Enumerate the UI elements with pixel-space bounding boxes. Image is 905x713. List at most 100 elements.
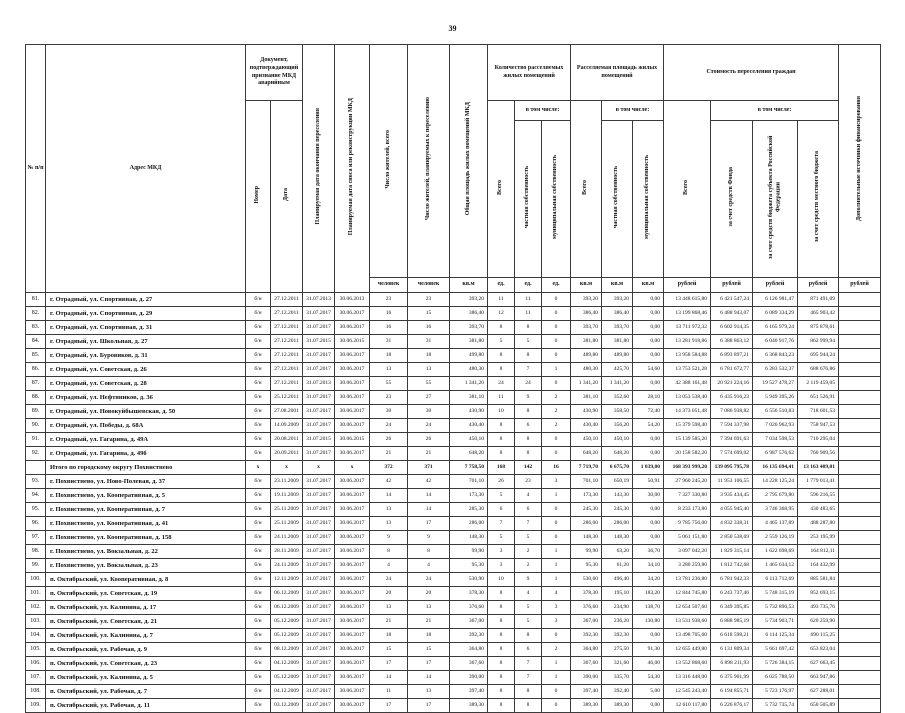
cell-end-date: 31.07.2013: [302, 291, 336, 307]
cell-residents: 13: [369, 361, 409, 377]
cell-demolition-date: 30.06.2017: [334, 655, 371, 671]
cell-doc-number: б/н: [245, 543, 271, 559]
cell-extra: [838, 459, 882, 475]
cell-units-total: 7: [487, 515, 516, 531]
cell-units-total: 8: [487, 613, 516, 629]
cell-units-municipal: 2: [541, 389, 572, 405]
cell-cost-fund: 6 781 942,33: [710, 571, 754, 587]
cell-cost-local: 465 903,42: [797, 305, 840, 321]
cell-area-private: 61,20: [601, 557, 634, 573]
header-total-area: Общая площадь жилых помещений МКД: [449, 44, 489, 278]
cell-area-private: 234,90: [601, 599, 634, 615]
header-units-group: Количество расселяемых жилых помещений: [487, 44, 572, 101]
cell-units-municipal: 1: [541, 487, 572, 503]
cell-num: 85.: [25, 347, 46, 363]
cell-total-area: 480,30: [449, 361, 489, 377]
cell-units-private: 5: [514, 599, 543, 615]
cell-area-municipal: 72,40: [632, 403, 665, 419]
cell-demolition-date: х: [334, 459, 371, 475]
cell-units-total: 8: [487, 319, 516, 335]
cell-extra: [838, 599, 882, 615]
cell-units-total: 8: [487, 417, 516, 433]
header-area-private-label: частная собственность: [613, 165, 620, 229]
cell-total-area: 393,20: [449, 291, 489, 307]
header-num: № п/п: [25, 44, 46, 293]
header-cost-total-label: Всего: [683, 179, 690, 195]
cell-doc-number: б/н: [245, 473, 271, 489]
cell-address: г. Похвистнево, ул. Кооперативная, д. 41: [45, 515, 246, 531]
cell-units-private: 6: [514, 641, 543, 657]
cell-area-total: 367,60: [570, 655, 603, 671]
cell-cost-fund: 3 935 434,45: [710, 487, 754, 503]
cell-residents: 30: [369, 403, 409, 419]
cell-cost-local: 871 491,09: [797, 291, 840, 307]
cell-demolition-date: 30.06.2017: [334, 361, 371, 377]
cell-num: 81.: [25, 291, 46, 307]
cell-units-municipal: 1: [541, 571, 572, 587]
cell-units-private: 24: [514, 375, 543, 391]
cell-area-municipal: 91,30: [632, 641, 665, 657]
cell-area-private: 148,30: [601, 529, 634, 545]
cell-num: 88.: [25, 389, 46, 405]
header-cost-total: Всего: [663, 100, 712, 278]
cell-units-total: 8: [487, 431, 516, 447]
cell-address: п. Октябрьский, ул. Рабочая, д. 9: [45, 641, 246, 657]
cell-demolition-date: 30.06.2017: [334, 641, 371, 657]
header-cost-local: за счет средств местного бюджета: [797, 120, 840, 278]
cell-address: г. Похвистнево, ул. Ново-Полевая, д. 37: [45, 473, 246, 489]
cell-cost-total: 27 960 245,20: [663, 473, 712, 489]
header-area-municipal: муниципальная собственность: [632, 120, 665, 278]
cell-residents: 13: [369, 501, 409, 517]
cell-extra: [838, 361, 882, 377]
cell-num: 91.: [25, 431, 46, 447]
cell-cost-region: 6 114 125,34: [752, 627, 799, 643]
cell-total-area: 285,30: [449, 501, 489, 517]
cell-extra: [838, 557, 882, 573]
cell-cost-region: 6 025 788,50: [752, 669, 799, 685]
cell-area-private: 392,40: [601, 683, 634, 699]
unit-person: человек: [407, 276, 451, 293]
cell-address: г. Похвистнево, ул. Кооперативная, д. 5: [45, 487, 246, 503]
cell-units-municipal: 2: [541, 403, 572, 419]
cell-end-date: 31.07.2017: [302, 403, 336, 419]
cell-residents: 23: [369, 291, 409, 307]
cell-cost-local: 862 999,94: [797, 333, 840, 349]
cell-cost-local: 852 693,15: [797, 585, 840, 601]
cell-area-municipal: 54,30: [632, 669, 665, 685]
cell-area-municipal: 0,00: [632, 333, 665, 349]
cell-residents: 42: [369, 473, 409, 489]
cell-doc-date: 27.08.2001: [269, 403, 304, 419]
cell-cost-region: 2 559 126,19: [752, 529, 799, 545]
header-area-including: в том числе:: [601, 100, 665, 121]
cell-units-total: 8: [487, 361, 516, 377]
cell-cost-total: 13 316 448,00: [663, 669, 712, 685]
cell-cost-region: 5 732 735,74: [752, 697, 799, 713]
cell-area-total: 381,10: [570, 389, 603, 405]
header-cost-local-label: за счет средств местного бюджета: [814, 151, 821, 243]
cell-cost-region: 5 726 384,15: [752, 655, 799, 671]
cell-cost-total: 42 388 161,48: [663, 375, 712, 391]
cell-area-private: 489,80: [601, 347, 634, 363]
cell-residents-resettle: 31: [407, 333, 451, 349]
cell-area-private: 650,19: [601, 473, 634, 489]
cell-units-private: 2: [514, 557, 543, 573]
cell-units-private: 23: [514, 473, 543, 489]
cell-units-total: 3: [487, 557, 516, 573]
cell-demolition-date: 30.06.2017: [334, 305, 371, 321]
cell-demolition-date: 30.06.2017: [334, 347, 371, 363]
cell-units-total: 24: [487, 375, 516, 391]
cell-units-total: 11: [487, 291, 516, 307]
cell-total-area: 95,30: [449, 557, 489, 573]
cell-area-municipal: 0,00: [632, 319, 665, 335]
cell-cost-total: 13 531 938,60: [663, 613, 712, 629]
cell-end-date: 31.07.2017: [302, 487, 336, 503]
cell-cost-region: 2 795 679,80: [752, 487, 799, 503]
cell-cost-fund: 7 394 691,63: [710, 431, 754, 447]
unit-sqm: кв.м: [632, 276, 665, 293]
cell-residents-resettle: 26: [407, 431, 451, 447]
cell-residents: 4: [369, 557, 409, 573]
cell-extra: [838, 627, 882, 643]
cell-units-municipal: 0: [541, 319, 572, 335]
cell-area-private: 648,20: [601, 445, 634, 461]
cell-demolition-date: 30.06.2017: [334, 697, 371, 713]
